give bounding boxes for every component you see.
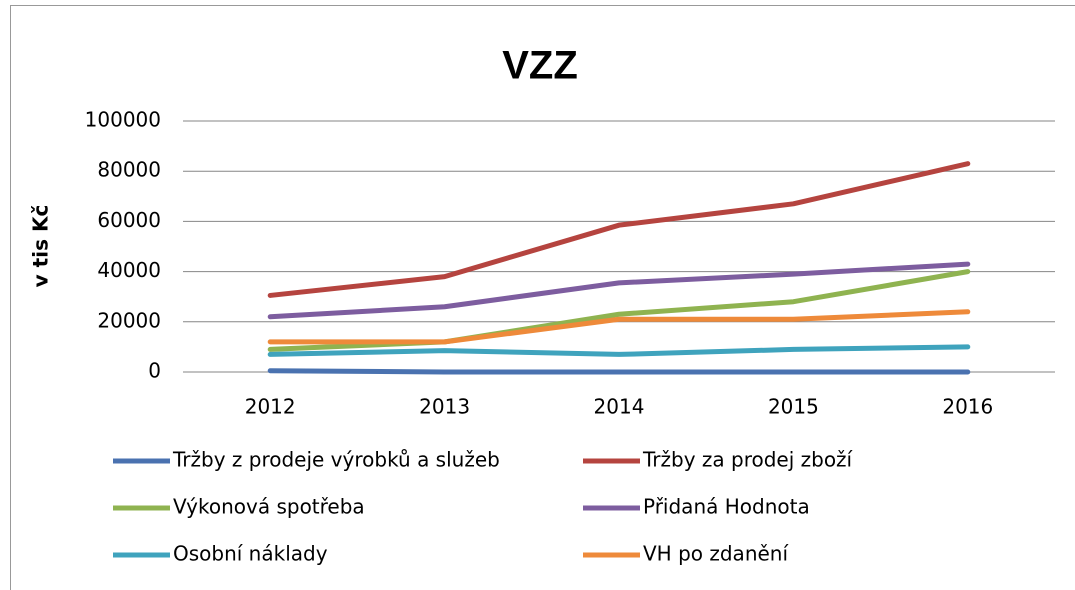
x-tick-label: 2014 bbox=[594, 395, 645, 419]
chart-frame bbox=[10, 5, 1075, 590]
x-tick-label: 2012 bbox=[245, 395, 296, 419]
y-tick-label: 0 bbox=[148, 359, 161, 383]
y-tick-label: 20000 bbox=[97, 308, 161, 332]
series-line bbox=[267, 261, 971, 320]
series-line bbox=[267, 344, 971, 357]
chart-title: VZZ bbox=[502, 44, 578, 88]
series-line bbox=[267, 368, 971, 375]
y-tick-label: 100000 bbox=[85, 108, 161, 132]
series-line bbox=[267, 269, 971, 352]
series-line bbox=[267, 309, 971, 345]
legend-label: Přidaná Hodnota bbox=[643, 495, 810, 519]
x-tick-label: 2015 bbox=[768, 395, 819, 419]
y-tick-label: 60000 bbox=[97, 208, 161, 232]
series-line bbox=[267, 161, 971, 298]
x-tick-label: 2016 bbox=[942, 395, 993, 419]
y-axis-label: v tis Kč bbox=[29, 205, 53, 288]
legend-label: Výkonová spotřeba bbox=[173, 495, 365, 519]
y-tick-label: 40000 bbox=[97, 258, 161, 282]
legend-label: VH po zdanění bbox=[643, 542, 789, 566]
y-tick-label: 80000 bbox=[97, 158, 161, 182]
x-tick-label: 2013 bbox=[419, 395, 470, 419]
legend-label: Tržby za prodej zboží bbox=[642, 448, 854, 472]
legend-label: Tržby z prodeje výrobků a služeb bbox=[172, 448, 500, 472]
legend-label: Osobní náklady bbox=[173, 542, 328, 566]
